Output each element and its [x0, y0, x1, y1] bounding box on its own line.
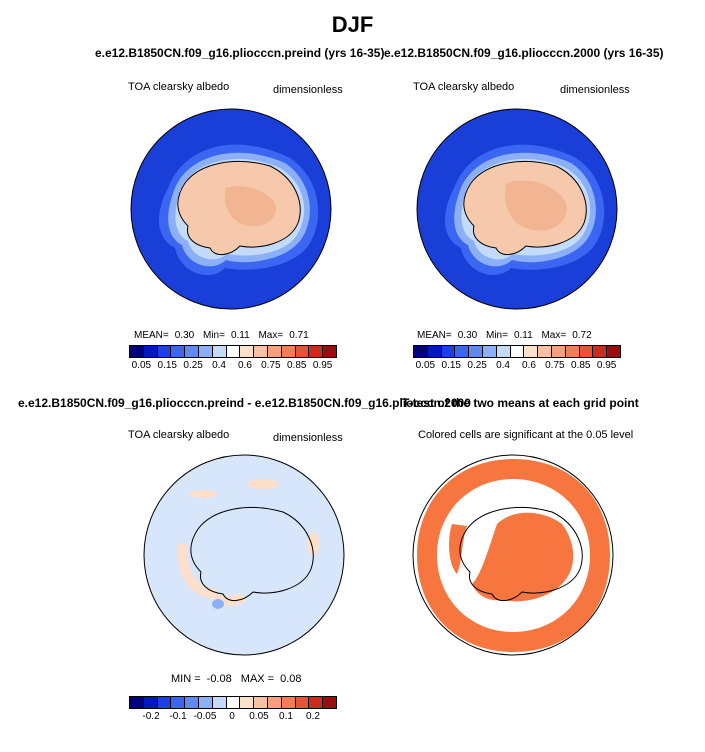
- colorbar-swatch: [579, 346, 594, 357]
- colorbar-swatch: [240, 697, 255, 708]
- colorbar-tick-label: 0.25: [467, 360, 487, 371]
- panel3-map: [143, 454, 345, 656]
- colorbar-swatch: [226, 697, 241, 708]
- panel4-antarctica: [459, 506, 583, 601]
- colorbar-tick-label: 0.6: [521, 360, 536, 371]
- colorbar-swatch: [524, 346, 539, 357]
- panel1-map: [130, 108, 332, 310]
- page-title: DJF: [331, 12, 374, 37]
- colorbar-swatch: [185, 697, 199, 708]
- panel3-antarctica: [190, 506, 314, 601]
- panel2-title: e.e12.B1850CN.f09_g16.pliocccn.2000 (yrs…: [384, 46, 664, 60]
- colorbar-swatch: [267, 697, 282, 708]
- panel2-colorbar: [413, 345, 621, 358]
- colorbar-swatch: [510, 346, 525, 357]
- colorbar-tick-label: 0.2: [306, 711, 320, 722]
- colorbar-swatch: [295, 346, 310, 357]
- colorbar-swatch: [212, 697, 227, 708]
- colorbar-swatch: [455, 346, 470, 357]
- panel3-variable-label: TOA clearsky albedo: [128, 429, 230, 441]
- colorbar-tick-label: 0.25: [183, 360, 203, 371]
- colorbar-tick-label: 0.1: [279, 711, 293, 722]
- panel4-subtitle: Colored cells are significant at the 0.0…: [418, 429, 634, 441]
- colorbar-swatch: [240, 346, 255, 357]
- colorbar-swatch: [414, 346, 428, 357]
- colorbar-swatch: [143, 346, 158, 357]
- panel3-colorbar: [129, 696, 337, 709]
- colorbar-swatch: [295, 697, 310, 708]
- panel1-stats: MEAN= 0.30 Min= 0.11 Max= 0.71: [134, 330, 309, 341]
- colorbar-tick-label: -0.05: [193, 711, 217, 722]
- colorbar-swatch: [551, 346, 566, 357]
- colorbar-swatch: [427, 346, 442, 357]
- colorbar-swatch: [593, 346, 608, 357]
- colorbar-swatch: [309, 346, 324, 357]
- colorbar-swatch: [198, 697, 213, 708]
- panel4-title: T-test of the two means at each grid poi…: [402, 396, 639, 410]
- colorbar-swatch: [281, 346, 296, 357]
- colorbar-swatch: [281, 697, 296, 708]
- colorbar-tick-label: 0.05: [131, 360, 152, 371]
- colorbar-tick-label: 0.4: [212, 360, 226, 371]
- colorbar-swatch: [198, 346, 213, 357]
- colorbar-tick-label: 0: [229, 711, 235, 722]
- colorbar-swatch: [469, 346, 483, 357]
- colorbar-swatch: [254, 346, 268, 357]
- colorbar-tick-label: 0.95: [312, 360, 333, 371]
- colorbar-swatch: [185, 346, 199, 357]
- colorbar-swatch: [441, 346, 456, 357]
- panel3-title: e.e12.B1850CN.f09_g16.pliocccn.preind - …: [18, 396, 471, 410]
- colorbar-swatch: [565, 346, 580, 357]
- colorbar-tick-label: 0.15: [441, 360, 461, 371]
- colorbar-tick-label: 0.05: [415, 360, 436, 371]
- colorbar-swatch: [309, 697, 324, 708]
- colorbar-swatch: [607, 346, 620, 357]
- colorbar-swatch: [212, 346, 227, 357]
- colorbar-swatch: [157, 697, 172, 708]
- colorbar-swatch: [130, 697, 144, 708]
- colorbar-tick-label: 0.75: [261, 360, 281, 371]
- colorbar-tick-label: -0.1: [169, 711, 187, 722]
- colorbar-swatch: [254, 697, 268, 708]
- colorbar-swatch: [267, 346, 282, 357]
- colorbar-swatch: [323, 346, 336, 357]
- colorbar-tick-label: 0.05: [249, 711, 269, 722]
- panel1-variable-label: TOA clearsky albedo: [128, 81, 230, 93]
- colorbar-swatch: [226, 346, 241, 357]
- colorbar-swatch: [157, 346, 172, 357]
- colorbar-swatch: [130, 346, 144, 357]
- colorbar-tick-label: 0.85: [287, 360, 307, 371]
- colorbar-swatch: [171, 346, 186, 357]
- colorbar-tick-label: 0.75: [545, 360, 565, 371]
- colorbar-swatch: [496, 346, 511, 357]
- colorbar-swatch: [171, 697, 186, 708]
- colorbar-swatch: [538, 346, 552, 357]
- panel2-variable-label: TOA clearsky albedo: [413, 81, 515, 93]
- panel3-units-label: dimensionless: [273, 432, 343, 444]
- panel2-stats: MEAN= 0.30 Min= 0.11 Max= 0.72: [417, 330, 592, 341]
- colorbar-swatch: [143, 697, 158, 708]
- panel4-map: [412, 454, 614, 656]
- colorbar-tick-label: 0.95: [596, 360, 617, 371]
- panel1-colorbar: [129, 345, 337, 358]
- panel2-map: [416, 108, 618, 310]
- panel3-stats: MIN = -0.08 MAX = 0.08: [171, 673, 302, 685]
- panel3-colorbar-ticks: -0.2 -0.1 -0.05 0 0.05 0.1 0.2: [140, 711, 324, 725]
- panel2-colorbar-ticks: 0.05 0.15 0.25 0.4 0.6 0.75 0.85 0.95: [413, 360, 619, 374]
- colorbar-tick-label: 0.85: [571, 360, 591, 371]
- colorbar-tick-label: 0.15: [157, 360, 177, 371]
- colorbar-swatch: [482, 346, 497, 357]
- colorbar-tick-label: 0.4: [496, 360, 510, 371]
- panel2-units-label: dimensionless: [560, 84, 630, 96]
- panel1-title: e.e12.B1850CN.f09_g16.pliocccn.preind (y…: [95, 46, 385, 60]
- panel1-colorbar-ticks: 0.05 0.15 0.25 0.4 0.6 0.75 0.85 0.95: [129, 360, 335, 374]
- panel1-units-label: dimensionless: [273, 84, 343, 96]
- colorbar-tick-label: 0.6: [237, 360, 252, 371]
- colorbar-tick-label: -0.2: [142, 711, 160, 722]
- colorbar-swatch: [323, 697, 336, 708]
